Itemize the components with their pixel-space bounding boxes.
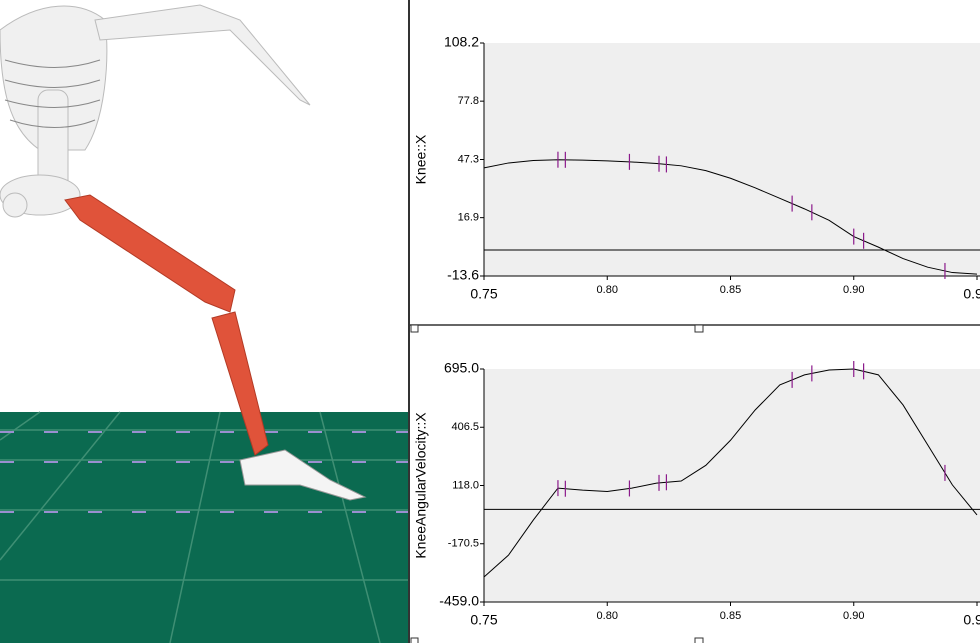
y-tick-label: 77.8 — [458, 95, 479, 107]
y-tick-label: 108.2 — [444, 34, 479, 50]
x-tick-label: 0.80 — [597, 284, 618, 296]
resize-handle[interactable] — [694, 324, 704, 333]
foot — [239, 449, 367, 501]
data-line — [483, 368, 978, 578]
y-tick-label: 47.3 — [458, 153, 479, 165]
resize-handle[interactable] — [410, 637, 419, 643]
resize-handle[interactable] — [410, 324, 419, 333]
highlighted-leg — [64, 194, 269, 456]
y-axis-title: Knee::X — [413, 134, 429, 184]
splitter[interactable] — [408, 0, 410, 643]
x-tick-label: 0.95 — [963, 286, 980, 302]
y-tick-label: -459.0 — [439, 593, 479, 609]
3d-view[interactable] — [0, 0, 408, 643]
x-tick-label: 0.85 — [720, 610, 741, 622]
resize-handle[interactable] — [694, 637, 704, 643]
y-tick-label: 118.0 — [452, 479, 479, 491]
y-tick-label: 406.5 — [451, 421, 479, 433]
data-line — [483, 159, 978, 275]
x-tick-label: 0.90 — [843, 284, 864, 296]
x-tick-label: 0.75 — [470, 612, 497, 628]
skeleton-torso — [0, 4, 311, 218]
x-tick-label: 0.90 — [843, 610, 864, 622]
y-tick-label: 695.0 — [444, 360, 479, 376]
y-tick-label: -13.6 — [447, 267, 479, 283]
floor-grid — [0, 411, 408, 643]
plot-panel: -13.6 16.9 47.3 77.8 108.2 0.75 0.80 0.85 0.90 0.… — [410, 34, 980, 643]
y-axis-title: KneeAngularVelocity::X — [413, 412, 429, 559]
plot-area — [484, 369, 980, 602]
x-tick-label: 0.85 — [720, 284, 741, 296]
y-tick-label: -170.5 — [448, 538, 479, 550]
y-tick-label: 16.9 — [458, 212, 479, 224]
floor — [0, 412, 408, 643]
x-tick-label: 0.80 — [597, 610, 618, 622]
x-tick-label: 0.95 — [963, 612, 980, 628]
ribs — [4, 59, 101, 128]
x-tick-label: 0.75 — [470, 286, 497, 302]
